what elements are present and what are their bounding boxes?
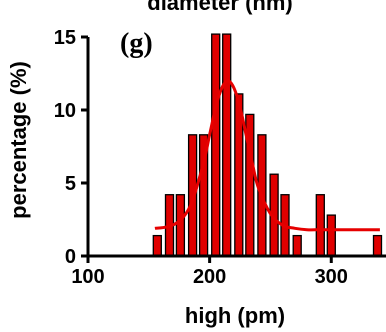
y-tick-label: 15 xyxy=(54,27,76,49)
y-axis-title: percentage (%) xyxy=(6,61,31,219)
histogram-bar xyxy=(372,234,383,257)
bars xyxy=(152,33,383,257)
histogram-bar xyxy=(175,194,186,257)
y-tick-label: 10 xyxy=(54,100,76,122)
y-tick-label: 5 xyxy=(65,173,76,195)
panel-label: (g) xyxy=(120,28,153,59)
histogram-bar xyxy=(326,214,336,257)
fit-curve xyxy=(154,79,380,232)
histogram-bar xyxy=(152,234,162,257)
x-tick-label: 100 xyxy=(71,266,104,288)
chart-top-title: diameter (nm) xyxy=(147,0,292,15)
histogram-bar xyxy=(315,194,325,257)
histogram-bar xyxy=(211,33,221,257)
x-axis-title: high (pm) xyxy=(185,303,285,328)
x-tick-label: 200 xyxy=(193,266,226,288)
axes: 0 5 10 15 100 200 300 xyxy=(54,27,386,288)
histogram-bar xyxy=(222,33,232,257)
histogram-bar xyxy=(292,234,302,257)
y-tick-label: 0 xyxy=(65,246,76,268)
x-tick-label: 300 xyxy=(315,266,348,288)
